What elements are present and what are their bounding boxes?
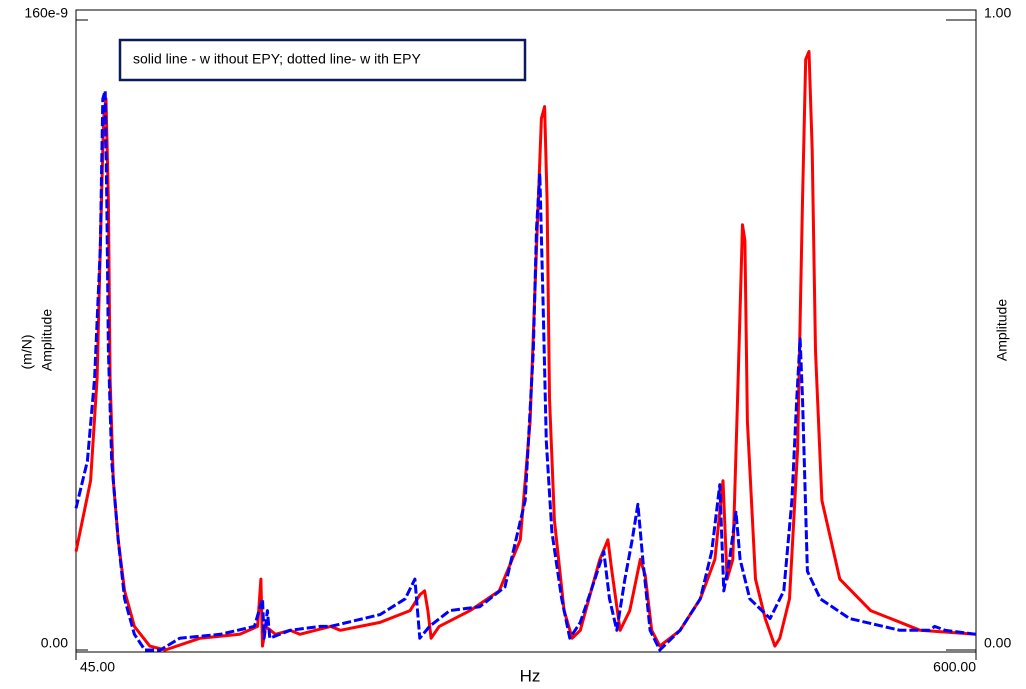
y-tick-label: 0.00 [41,635,68,651]
x-axis-label: Hz [520,666,541,684]
plot-frame [75,9,977,653]
x-tick-label: 600.00 [933,659,976,675]
legend-box [118,38,527,82]
y-axis-label: Amplitude [39,309,55,371]
x-tick-label: 45.00 [80,659,115,675]
y2-axis-label: Amplitude [994,299,1010,361]
legend-text: solid line - w ithout EPY; dotted line- … [133,51,421,67]
y-tick-label: 160e-9 [24,5,68,21]
y-axis-label: (m/N) [19,335,35,370]
y2-tick-label: 1.00 [984,5,1011,21]
y2-tick-label: 0.00 [984,635,1011,651]
series-line [74,89,977,652]
series-line [74,50,977,652]
